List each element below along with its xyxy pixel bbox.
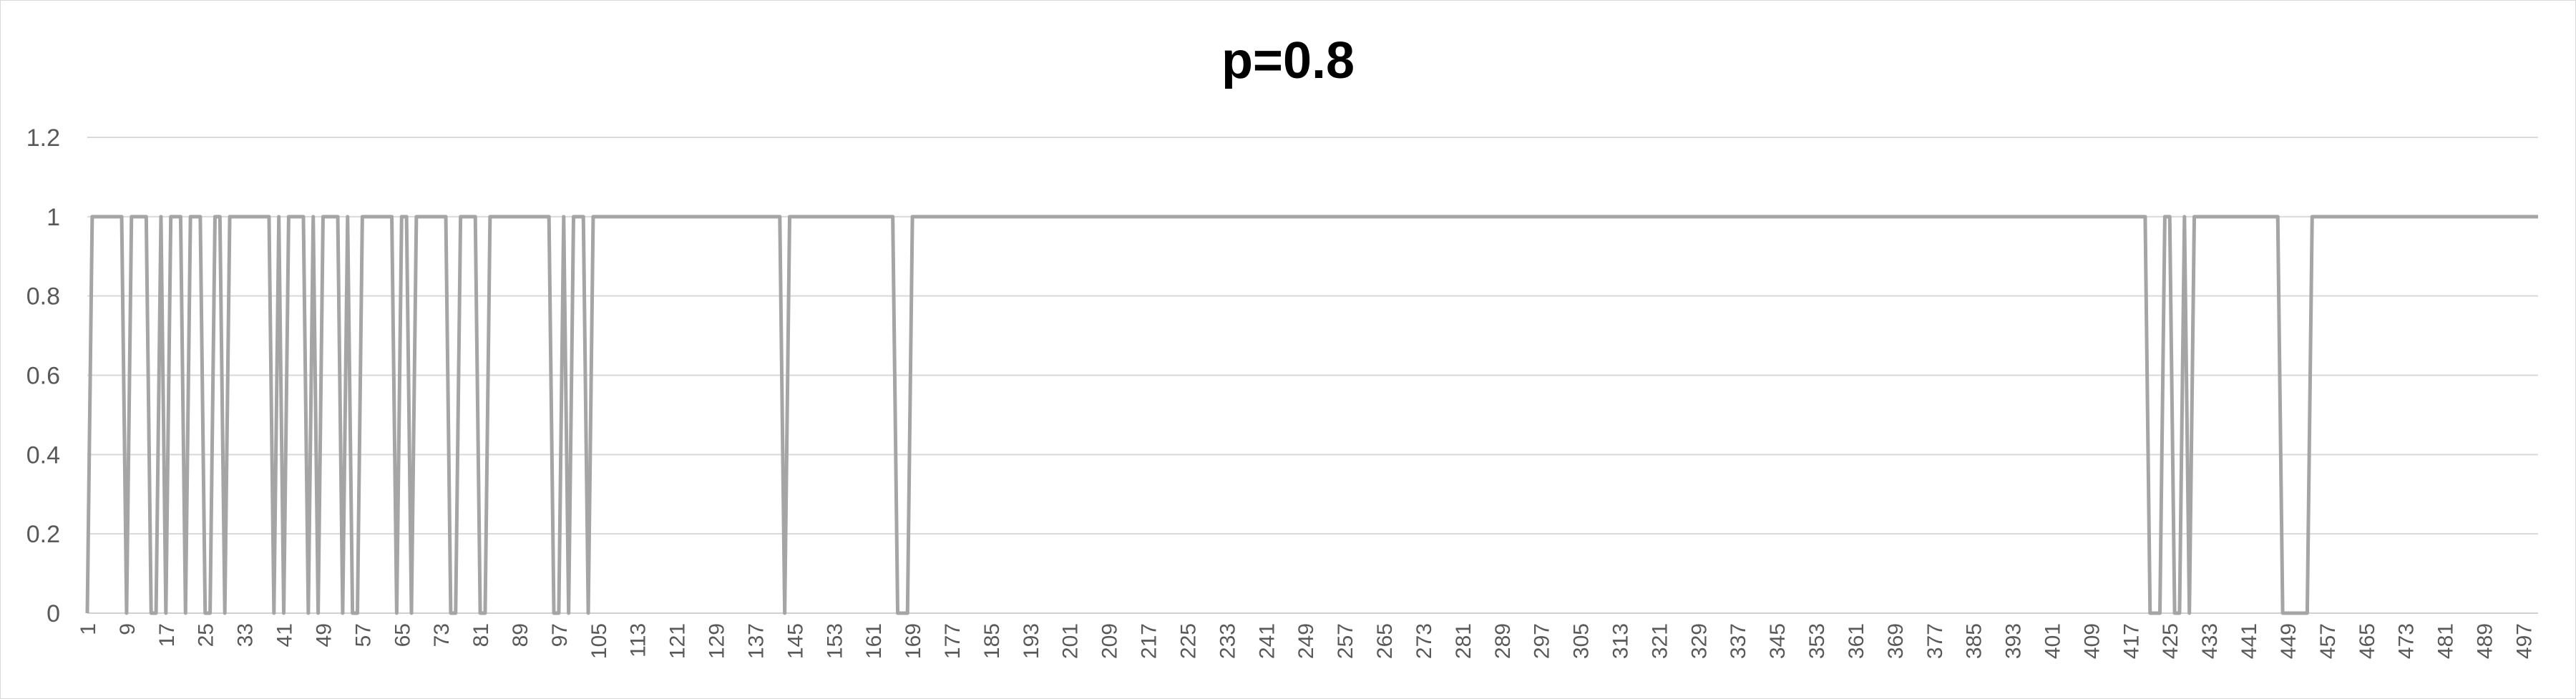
x-tick-label: 361 (1845, 623, 1868, 659)
x-tick-label: 201 (1059, 623, 1083, 659)
x-tick-label: 345 (1766, 623, 1790, 659)
x-tick-label: 1 (77, 623, 100, 635)
x-tick-label: 225 (1176, 623, 1200, 659)
x-tick-label: 257 (1334, 623, 1357, 659)
x-tick-label: 369 (1884, 623, 1908, 659)
y-tick-label: 0.4 (26, 441, 60, 469)
x-tick-label: 393 (2002, 623, 2026, 659)
x-tick-label: 193 (1020, 623, 1043, 659)
x-tick-label: 105 (587, 623, 611, 659)
x-tick-label: 65 (391, 623, 414, 647)
x-tick-label: 457 (2316, 623, 2340, 659)
x-tick-label: 441 (2238, 623, 2261, 659)
x-tick-label: 217 (1138, 623, 1161, 659)
x-tick-label: 185 (980, 623, 1004, 659)
y-tick-label: 0.2 (26, 521, 60, 548)
x-tick-label: 177 (941, 623, 965, 659)
series-line (85, 215, 2538, 615)
x-tick-label: 385 (1963, 623, 1986, 659)
x-tick-label: 329 (1687, 623, 1711, 659)
y-tick-label: 1.2 (26, 124, 60, 152)
x-tick-label: 73 (430, 623, 454, 647)
x-tick-label: 153 (823, 623, 847, 659)
y-axis: 0 0.2 0.4 0.6 0.8 1 1.2 (26, 124, 60, 627)
x-tick-label: 353 (1805, 623, 1829, 659)
x-tick-label: 81 (469, 623, 493, 647)
x-tick-label: 161 (862, 623, 886, 659)
x-tick-label: 465 (2356, 623, 2379, 659)
x-tick-label: 89 (509, 623, 532, 647)
x-tick-label: 289 (1491, 623, 1515, 659)
x-tick-label: 9 (116, 623, 140, 635)
x-tick-label: 425 (2159, 623, 2182, 659)
x-tick-label: 57 (351, 623, 375, 647)
x-tick-label: 401 (2041, 623, 2064, 659)
x-axis: 1 9 17 25 33 41 49 57 65 73 81 89 97 105 113 121 129 137 1… (77, 623, 2536, 659)
x-tick-label: 17 (155, 623, 179, 647)
x-tick-label: 49 (312, 623, 336, 647)
x-tick-label: 33 (234, 623, 258, 647)
x-tick-label: 321 (1648, 623, 1672, 659)
chart-title: p=0.8 (1221, 32, 1355, 89)
y-tick-label: 0 (47, 600, 60, 627)
x-tick-label: 281 (1452, 623, 1475, 659)
x-tick-label: 497 (2512, 623, 2536, 659)
x-tick-label: 433 (2198, 623, 2222, 659)
x-tick-label: 241 (1255, 623, 1279, 659)
x-tick-label: 417 (2119, 623, 2143, 659)
x-tick-label: 145 (784, 623, 807, 659)
y-tick-label: 1 (47, 204, 60, 231)
x-tick-label: 481 (2434, 623, 2458, 659)
x-tick-label: 305 (1570, 623, 1594, 659)
x-tick-label: 233 (1216, 623, 1239, 659)
x-tick-label: 489 (2473, 623, 2497, 659)
x-tick-label: 313 (1609, 623, 1632, 659)
x-tick-label: 409 (2080, 623, 2104, 659)
x-tick-label: 129 (706, 623, 729, 659)
x-tick-label: 209 (1098, 623, 1122, 659)
y-tick-label: 0.6 (26, 363, 60, 390)
x-tick-label: 97 (548, 623, 572, 647)
x-tick-label: 25 (195, 623, 218, 647)
x-tick-label: 265 (1373, 623, 1397, 659)
x-tick-label: 169 (902, 623, 925, 659)
x-tick-label: 113 (627, 623, 650, 658)
y-tick-label: 0.8 (26, 283, 60, 311)
x-tick-label: 249 (1294, 623, 1318, 659)
x-tick-label: 121 (666, 623, 690, 659)
x-tick-label: 297 (1531, 623, 1554, 659)
x-tick-label: 137 (744, 623, 768, 659)
x-tick-label: 337 (1727, 623, 1750, 659)
x-tick-label: 377 (1923, 623, 1947, 659)
series-layer (85, 215, 2538, 615)
x-tick-label: 41 (273, 623, 297, 647)
x-tick-label: 473 (2395, 623, 2419, 659)
x-tick-label: 449 (2277, 623, 2301, 659)
x-tick-label: 273 (1413, 623, 1436, 659)
